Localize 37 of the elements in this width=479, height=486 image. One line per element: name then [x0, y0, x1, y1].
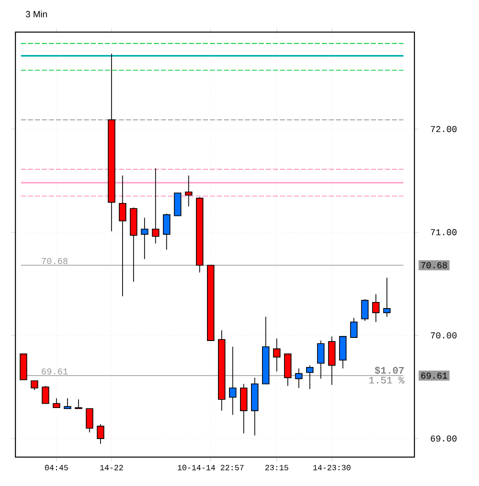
annotation: $1.07 — [374, 366, 404, 374]
candlestick — [339, 336, 347, 369]
candlestick — [74, 398, 82, 410]
candlestick — [306, 364, 314, 390]
chart-title: 3 Min — [26, 10, 47, 18]
candlestick — [86, 408, 94, 433]
candlestick — [372, 294, 380, 322]
candlestick — [317, 340, 325, 380]
candlestick — [174, 192, 182, 216]
ref-line-label: 70.68 — [42, 258, 68, 264]
candlestick — [152, 168, 160, 244]
annotation: 1.51 % — [369, 376, 404, 384]
candlestick — [42, 386, 50, 404]
candlestick — [328, 336, 336, 386]
candlestick — [64, 398, 72, 410]
y-tick-label: 72.00 — [430, 126, 457, 132]
candlestick — [184, 175, 192, 207]
candlestick — [295, 368, 302, 388]
candlestick — [229, 346, 236, 416]
candlestick — [140, 217, 148, 260]
text: 70.68 — [421, 262, 447, 268]
candlestick — [162, 213, 170, 250]
candlestick — [350, 317, 358, 338]
y-tick-label: 69.00 — [430, 435, 457, 442]
candlestick — [361, 298, 369, 322]
candlestick — [96, 424, 104, 444]
candlestick — [273, 338, 280, 372]
candlestick — [284, 354, 292, 386]
y-tick-label: 70.00 — [430, 332, 457, 338]
candlestick — [118, 175, 126, 297]
candlestick — [240, 383, 248, 434]
ref-line-label: 69.61 — [42, 368, 68, 374]
text: 69.61 — [421, 372, 448, 379]
candlestick — [383, 277, 391, 318]
candlestick — [52, 398, 60, 408]
candlestick — [30, 380, 38, 390]
y-tick-label: 71.00 — [430, 229, 457, 236]
